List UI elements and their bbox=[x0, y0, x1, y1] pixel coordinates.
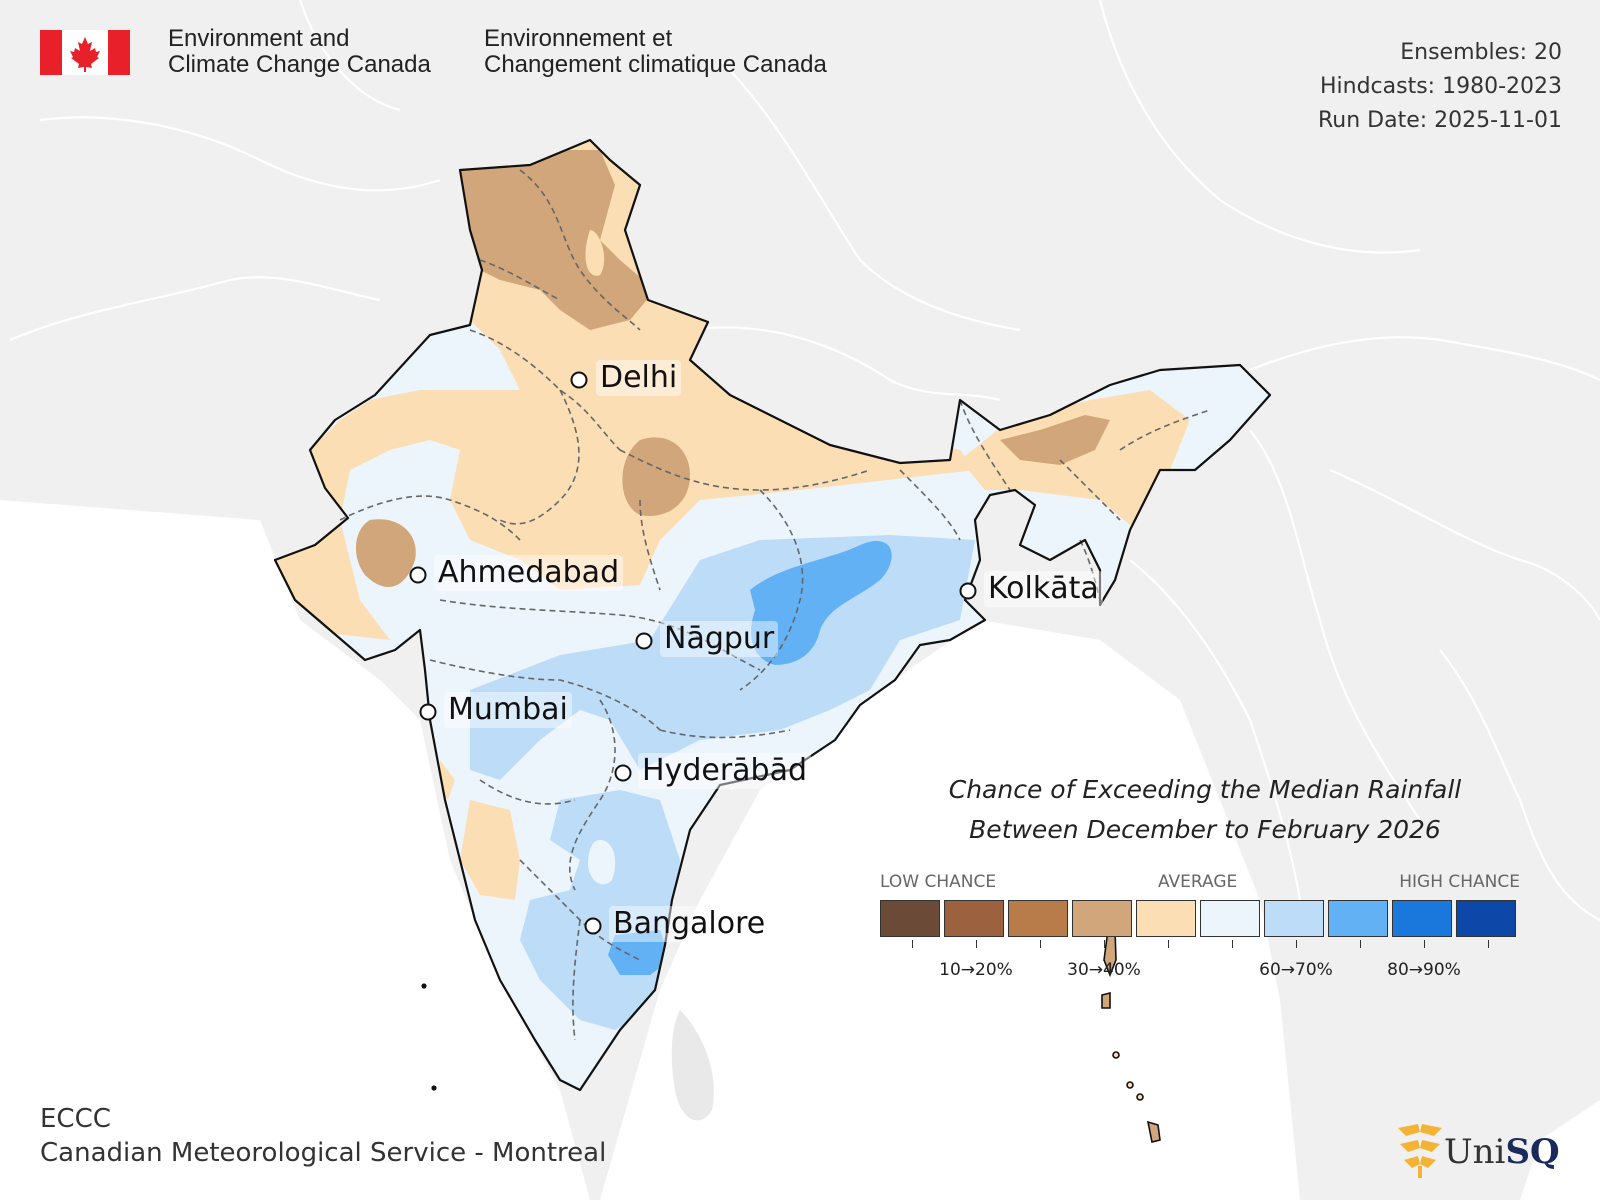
color-legend: LOW CHANCE AVERAGE HIGH CHANCE 10→20% 30… bbox=[880, 872, 1520, 982]
footer-agency: ECCC bbox=[40, 1104, 111, 1134]
legend-swatch bbox=[944, 900, 1004, 937]
legend-swatch bbox=[880, 900, 940, 937]
agency-en-line2: Climate Change Canada bbox=[168, 51, 431, 78]
agency-fr-line1: Environnement et bbox=[484, 25, 673, 52]
unisq-wordmark-prefix: Uni bbox=[1444, 1132, 1506, 1172]
shade-drier-northeast bbox=[1000, 415, 1110, 465]
unisq-wordmark: UniSQ bbox=[1444, 1132, 1560, 1172]
legend-tick bbox=[912, 940, 913, 948]
legend-tick-label: 10→20% bbox=[939, 960, 1013, 980]
unisq-wordmark-suffix: SQ bbox=[1505, 1132, 1560, 1172]
run-date: Run Date: 2025-11-01 bbox=[1317, 108, 1562, 133]
neighbour-borders bbox=[9, 0, 1600, 921]
legend-low-label: LOW CHANCE bbox=[880, 872, 997, 892]
legend-tick bbox=[1040, 940, 1041, 948]
legend-tick bbox=[1296, 940, 1297, 948]
city-label-hyderabad: Hyderābād bbox=[638, 753, 811, 789]
footer-credit: ECCC Canadian Meteorological Service - M… bbox=[40, 1102, 606, 1170]
legend-swatch bbox=[1200, 900, 1260, 937]
agency-en-line1: Environment and bbox=[168, 25, 350, 52]
legend-tick bbox=[1360, 940, 1361, 948]
delhi-marker bbox=[570, 371, 588, 389]
andaman-nicobar-islands bbox=[421, 929, 1161, 1143]
agency-name-english: Environment and Climate Change Canada bbox=[168, 26, 431, 78]
india-outline bbox=[273, 138, 1272, 1092]
legend-average-label: AVERAGE bbox=[1158, 872, 1238, 892]
map-title-line2: Between December to February 2026 bbox=[969, 815, 1441, 844]
legend-tick-label: 30→40% bbox=[1067, 960, 1141, 980]
state-borders bbox=[339, 169, 1211, 1041]
legend-tick bbox=[1424, 940, 1425, 948]
shade-drier-central bbox=[622, 437, 690, 516]
shade-drier-north bbox=[450, 150, 655, 330]
city-label-kolkata: Kolkāta bbox=[984, 571, 1103, 607]
unisq-emblem-icon bbox=[1398, 1124, 1442, 1178]
legend-swatch bbox=[1264, 900, 1324, 937]
shade-below-average-north bbox=[275, 140, 975, 640]
shade-much-wetter-east bbox=[750, 540, 892, 665]
nagpur-marker bbox=[635, 632, 653, 650]
map-title-line1: Chance of Exceeding the Median Rainfall bbox=[948, 775, 1462, 804]
agency-name-french: Environnement et Changement climatique C… bbox=[484, 26, 827, 78]
hyderabad-marker bbox=[614, 764, 632, 782]
legend-swatch bbox=[1136, 900, 1196, 937]
legend-swatch bbox=[1456, 900, 1516, 937]
ahmedabad-marker bbox=[409, 566, 427, 584]
legend-tick bbox=[976, 940, 977, 948]
hindcasts-range: Hindcasts: 1980-2023 bbox=[1319, 74, 1562, 99]
city-label-delhi: Delhi bbox=[596, 360, 682, 396]
city-label-mumbai: Mumbai bbox=[444, 692, 572, 728]
legend-swatch bbox=[1072, 900, 1132, 937]
footer-service: Canadian Meteorological Service - Montre… bbox=[40, 1138, 607, 1168]
legend-tick-label: 60→70% bbox=[1259, 960, 1333, 980]
legend-tick-label: 80→90% bbox=[1387, 960, 1461, 980]
shade-much-wetter-south bbox=[608, 930, 670, 975]
shade-drier-gujarat bbox=[355, 519, 416, 587]
unisq-logo: UniSQ bbox=[1396, 1120, 1576, 1180]
forecast-metadata: Ensembles: 20 Hindcasts: 1980-2023 Run D… bbox=[1318, 36, 1562, 138]
legend-swatch bbox=[1008, 900, 1068, 937]
legend-tick bbox=[1232, 940, 1233, 948]
legend-tick bbox=[1168, 940, 1169, 948]
kolkata-marker bbox=[959, 582, 977, 600]
bangalore-marker bbox=[584, 917, 602, 935]
legend-high-label: HIGH CHANCE bbox=[1399, 872, 1520, 892]
legend-swatch bbox=[1328, 900, 1388, 937]
canada-flag-icon bbox=[40, 30, 130, 75]
legend-swatches bbox=[880, 900, 1520, 937]
legend-swatch bbox=[1392, 900, 1452, 937]
city-label-ahmedabad: Ahmedabad bbox=[434, 555, 624, 591]
shade-below-average-west-coast bbox=[460, 800, 520, 900]
city-markers bbox=[409, 371, 977, 935]
mumbai-marker bbox=[419, 703, 437, 721]
map-title: Chance of Exceeding the Median Rainfall … bbox=[880, 770, 1530, 850]
agency-fr-line2: Changement climatique Canada bbox=[484, 51, 827, 78]
city-label-bangalore: Bangalore bbox=[609, 906, 770, 942]
legend-tick bbox=[1488, 940, 1489, 948]
city-label-nagpur: Nāgpur bbox=[660, 621, 779, 657]
legend-tick bbox=[1104, 940, 1105, 948]
ensembles-count: Ensembles: 20 bbox=[1400, 40, 1562, 65]
